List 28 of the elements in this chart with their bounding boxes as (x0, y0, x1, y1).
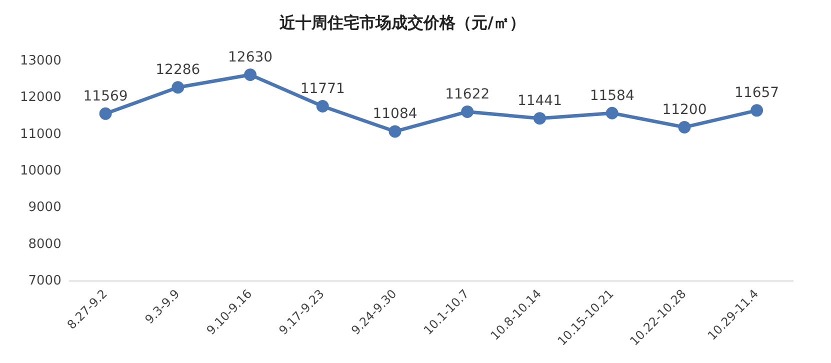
y-tick-label: 13000 (20, 54, 62, 69)
point (750, 104, 764, 117)
point (172, 81, 184, 94)
data-label: 11441 (517, 92, 562, 109)
data-label: 12286 (156, 62, 200, 78)
data-label: 11657 (734, 85, 780, 102)
point (244, 68, 257, 82)
y-tick-label: 10000 (20, 164, 62, 179)
data-label: 11584 (590, 88, 634, 104)
data-label: 12630 (228, 49, 273, 66)
data-label: 11084 (372, 106, 418, 122)
point (99, 107, 112, 120)
y-tick-label: 7000 (28, 274, 62, 289)
point (606, 106, 618, 120)
y-tick-label: 12000 (20, 90, 62, 106)
point (678, 120, 691, 134)
y-tick-label: 8000 (28, 236, 62, 252)
y-tick-label: 9000 (28, 200, 62, 216)
point (316, 100, 329, 113)
point (533, 112, 546, 125)
data-label: 11771 (300, 80, 345, 97)
data-label: 11569 (83, 88, 128, 104)
chart-title: 近十周住宅市场成交价格（元/㎡） (278, 12, 526, 32)
point (388, 125, 402, 138)
data-label: 11200 (662, 102, 707, 118)
y-tick-label: 11000 (20, 126, 62, 142)
point (461, 105, 474, 118)
data-label: 11622 (445, 86, 490, 102)
